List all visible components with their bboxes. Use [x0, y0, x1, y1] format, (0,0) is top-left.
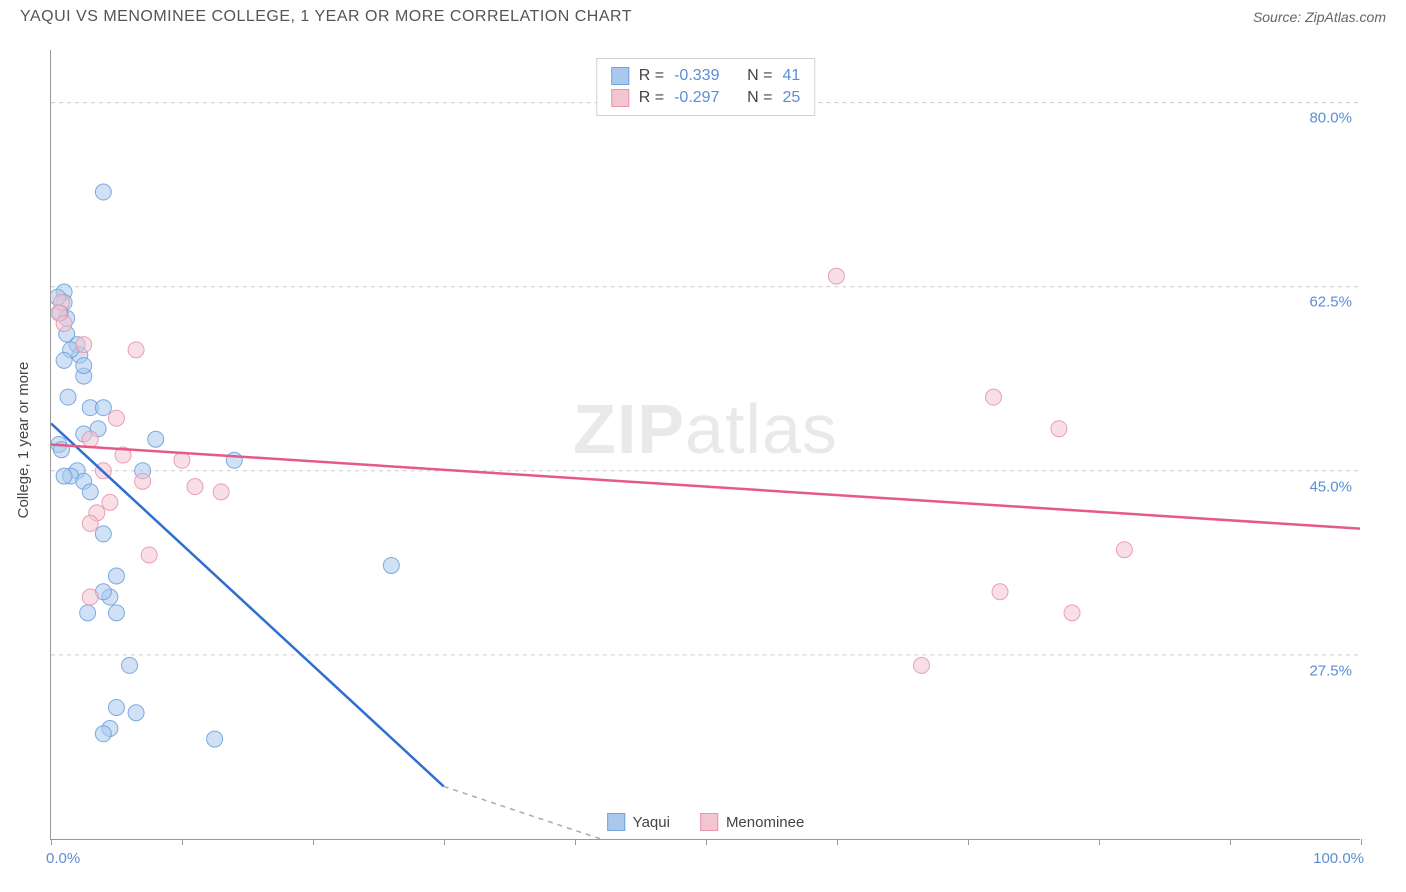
x-tick — [51, 839, 52, 845]
data-point — [56, 352, 72, 368]
data-point — [174, 452, 190, 468]
data-point — [985, 389, 1001, 405]
data-point — [95, 400, 111, 416]
data-point — [187, 479, 203, 495]
data-point — [1064, 605, 1080, 621]
data-point — [207, 731, 223, 747]
legend-swatch-menominee — [611, 89, 629, 107]
x-tick — [313, 839, 314, 845]
data-point — [82, 484, 98, 500]
regression-line-extrapolated — [444, 786, 601, 839]
data-point — [108, 700, 124, 716]
regression-line — [51, 445, 1360, 529]
data-point — [828, 268, 844, 284]
legend-swatch-yaqui — [611, 67, 629, 85]
data-point — [135, 473, 151, 489]
data-point — [1051, 421, 1067, 437]
data-point — [82, 431, 98, 447]
chart-title: YAQUI VS MENOMINEE COLLEGE, 1 YEAR OR MO… — [20, 8, 632, 26]
data-point — [76, 337, 92, 353]
data-point — [913, 657, 929, 673]
data-point — [102, 494, 118, 510]
data-point — [82, 515, 98, 531]
data-point — [108, 605, 124, 621]
data-point — [128, 342, 144, 358]
data-point — [95, 526, 111, 542]
scatter-plot-svg — [51, 50, 1360, 839]
x-tick — [182, 839, 183, 845]
data-point — [95, 726, 111, 742]
data-point — [108, 568, 124, 584]
data-point — [80, 605, 96, 621]
data-point — [56, 468, 72, 484]
correlation-legend: R = -0.339 N = 41 R = -0.297 N = 25 — [596, 58, 815, 116]
data-point — [60, 389, 76, 405]
data-point — [76, 358, 92, 374]
data-point — [992, 584, 1008, 600]
data-point — [128, 705, 144, 721]
data-point — [148, 431, 164, 447]
x-tick — [837, 839, 838, 845]
x-tick — [444, 839, 445, 845]
data-point — [95, 184, 111, 200]
x-tick — [1361, 839, 1362, 845]
x-tick — [575, 839, 576, 845]
x-axis-max: 100.0% — [1313, 850, 1364, 867]
data-point — [56, 316, 72, 332]
data-point — [383, 557, 399, 573]
x-tick — [1099, 839, 1100, 845]
chart-plot-area: ZIPatlas R = -0.339 N = 41 R = -0.297 N … — [50, 50, 1360, 840]
legend-row-menominee: R = -0.297 N = 25 — [611, 87, 800, 109]
data-point — [122, 657, 138, 673]
x-tick — [706, 839, 707, 845]
data-point — [213, 484, 229, 500]
legend-row-yaqui: R = -0.339 N = 41 — [611, 65, 800, 87]
x-axis-min: 0.0% — [46, 850, 80, 867]
data-point — [1116, 542, 1132, 558]
chart-source: Source: ZipAtlas.com — [1253, 9, 1386, 25]
data-point — [82, 589, 98, 605]
y-axis-title: College, 1 year or more — [15, 362, 32, 519]
x-tick — [1230, 839, 1231, 845]
x-tick — [968, 839, 969, 845]
data-point — [108, 410, 124, 426]
chart-header: YAQUI VS MENOMINEE COLLEGE, 1 YEAR OR MO… — [0, 0, 1406, 30]
data-point — [141, 547, 157, 563]
